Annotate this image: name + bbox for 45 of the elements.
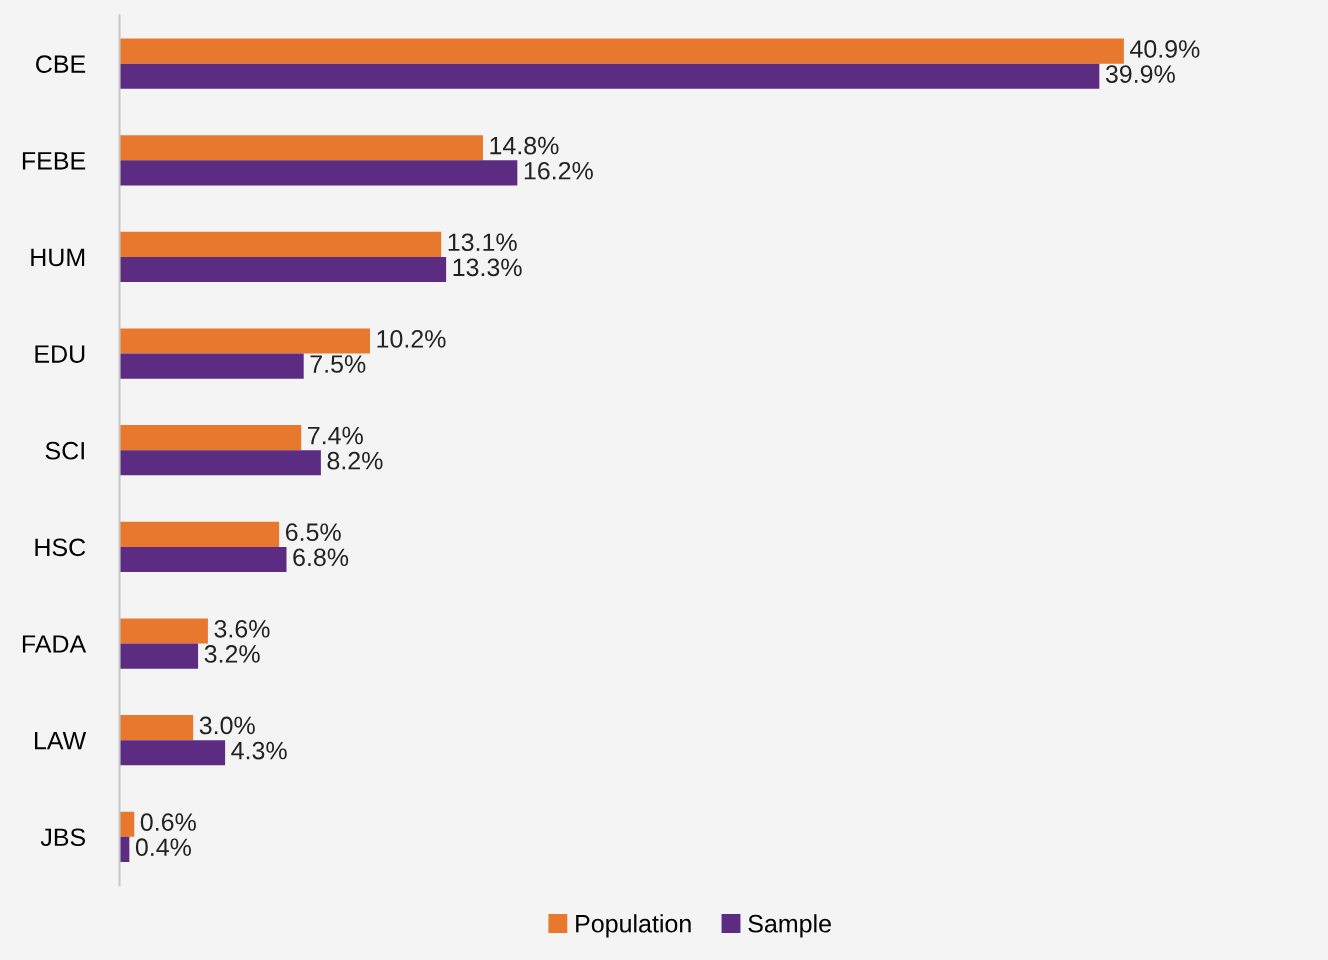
y-tick-label: EDU	[35, 345, 85, 363]
data-label: 3.6%	[214, 619, 270, 638]
data-label: 7.4%	[308, 426, 363, 445]
legend-label: Sample	[748, 914, 831, 938]
data-label: 7.5%	[310, 355, 366, 373]
bar	[119, 715, 194, 741]
data-label: 6.8%	[293, 548, 349, 567]
bar	[119, 231, 442, 257]
legend-label: Population	[576, 914, 691, 938]
y-tick-label: FADA	[22, 635, 87, 653]
y-tick-label: SCI	[45, 441, 84, 460]
bar	[119, 353, 304, 379]
y-tick-label: JBS	[40, 828, 86, 847]
bar	[119, 618, 208, 644]
y-tick-label: CBE	[36, 55, 86, 73]
bar	[119, 328, 370, 354]
bar	[119, 425, 302, 451]
data-label: 8.2%	[327, 451, 383, 470]
data-label: 0.6%	[140, 813, 196, 831]
y-tick-label: LAW	[35, 732, 87, 750]
data-label: 13.3%	[453, 258, 522, 277]
bar	[119, 135, 483, 161]
bar	[119, 521, 280, 547]
y-tick-label: HSC	[35, 538, 86, 557]
bar	[119, 38, 1124, 64]
bar	[119, 160, 518, 186]
data-label: 40.9%	[1130, 40, 1200, 58]
bar	[119, 256, 447, 283]
bar	[119, 546, 287, 573]
data-label: 14.8%	[490, 136, 559, 155]
data-label: 0.4%	[135, 838, 191, 857]
data-label: 4.3%	[231, 741, 287, 760]
bar	[119, 450, 321, 476]
bar	[119, 63, 1100, 89]
bar	[119, 740, 226, 766]
data-label: 3.0%	[199, 716, 255, 735]
y-tick-label: FEBE	[22, 152, 86, 170]
data-label: 13.1%	[448, 233, 517, 252]
data-label: 3.2%	[204, 645, 260, 663]
data-label: 39.9%	[1105, 65, 1175, 83]
y-tick-label: HUM	[31, 248, 85, 267]
data-label: 16.2%	[524, 161, 593, 180]
data-label: 6.5%	[285, 523, 341, 542]
data-label: 10.2%	[377, 330, 446, 348]
bar	[119, 643, 199, 669]
